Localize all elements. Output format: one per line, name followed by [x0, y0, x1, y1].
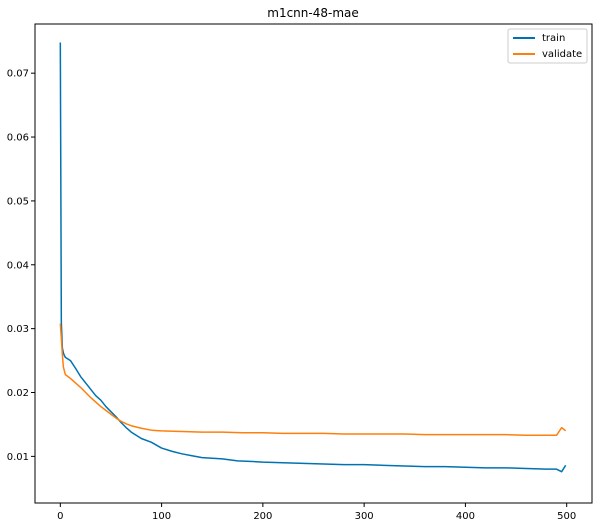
y-tick-label: 0.05: [7, 196, 29, 207]
y-tick-label: 0.02: [7, 388, 29, 399]
y-tick-label: 0.04: [7, 260, 29, 271]
x-tick-label: 500: [557, 511, 576, 522]
y-tick-label: 0.01: [7, 452, 29, 463]
axes-layer: 0 100 200 300 400 500 0.01 0.02 0.03 0.04 0.05 0.06…: [7, 69, 576, 522]
x-tick-label: 300: [355, 511, 374, 522]
series-line-train: [59, 42, 567, 473]
legend: train validate: [507, 28, 588, 64]
series-line-validate: [59, 323, 567, 437]
series-layer: [59, 42, 567, 473]
x-tick-label: 0: [57, 511, 63, 522]
y-tick-label: 0.06: [7, 133, 29, 144]
plot-frame: [34, 23, 593, 504]
legend-label-validate: validate: [542, 49, 582, 60]
x-tick-label: 100: [152, 511, 171, 522]
x-tick-label: 200: [253, 511, 272, 522]
legend-label-train: train: [542, 33, 565, 44]
x-tick-label: 400: [456, 511, 475, 522]
chart-title: m1cnn-48-mae: [267, 6, 359, 20]
y-tick-label: 0.03: [7, 324, 29, 335]
y-tick-label: 0.07: [7, 69, 29, 80]
